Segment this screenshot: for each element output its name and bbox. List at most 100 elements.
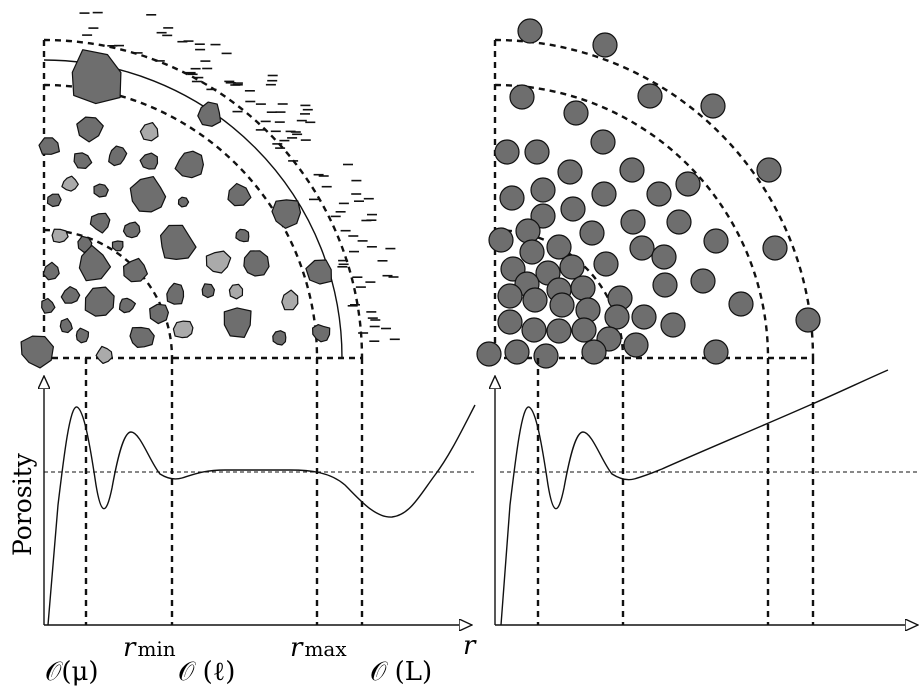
- sphere-particle: [592, 32, 618, 58]
- sphere-particle: [652, 272, 678, 298]
- rock-particle: [139, 121, 159, 142]
- rock-particle: [177, 196, 190, 208]
- rock-particle: [20, 335, 55, 369]
- sphere-particle: [497, 283, 523, 309]
- rock-particle: [75, 327, 90, 344]
- sphere-particle: [521, 317, 547, 343]
- sphere-particle: [604, 304, 630, 330]
- sphere-particle: [530, 177, 556, 203]
- sphere-particle: [546, 318, 572, 344]
- rock-particle: [60, 286, 81, 304]
- rock-particle: [84, 286, 115, 317]
- rock-particle: [129, 176, 167, 213]
- rock-particle: [227, 182, 252, 207]
- sphere-particle: [756, 157, 782, 183]
- x-axis-label: r: [463, 631, 477, 661]
- sphere-particle: [660, 312, 686, 338]
- rock-particle: [139, 152, 159, 170]
- sphere-particle: [559, 254, 585, 280]
- sphere-particle: [590, 129, 616, 155]
- rock-particle: [197, 101, 222, 127]
- rock-particle: [89, 212, 111, 234]
- rock-particle: [118, 297, 136, 314]
- sphere-particle: [488, 227, 514, 253]
- left-porosity-curve: [47, 404, 476, 626]
- arc-rmax: [43, 83, 319, 359]
- right-porosity-curve: [500, 369, 889, 626]
- y-axis-label: Porosity: [8, 452, 37, 556]
- sphere-particle: [530, 203, 556, 229]
- sphere-particle: [666, 209, 692, 235]
- sphere-particle: [579, 220, 605, 246]
- sphere-particle: [499, 185, 525, 211]
- rock-particle: [305, 259, 332, 285]
- left-drop-lines: [84, 358, 364, 625]
- rock-particle: [41, 297, 56, 314]
- rock-particle: [149, 303, 169, 325]
- sphere-particle: [675, 171, 701, 197]
- sphere-particle: [571, 317, 597, 343]
- rock-particle: [205, 250, 232, 274]
- rock-particle: [166, 282, 185, 305]
- sphere-particle: [651, 244, 677, 270]
- sphere-particle: [728, 291, 754, 317]
- sphere-particle: [700, 93, 726, 119]
- rock-particle: [59, 317, 73, 334]
- tick-label-mu: 𝒪(μ): [45, 657, 99, 687]
- sphere-particle: [570, 275, 596, 301]
- arc-mid-right: [494, 83, 770, 359]
- sphere-particle: [619, 157, 645, 183]
- sphere-particle: [795, 307, 821, 333]
- rock-particle: [76, 116, 104, 143]
- rock-particle: [93, 183, 109, 198]
- rock-particle: [51, 228, 69, 243]
- spherical-particles: [476, 18, 821, 369]
- sphere-particle: [581, 339, 607, 365]
- rock-particle: [271, 199, 302, 229]
- rock-particle: [46, 193, 62, 208]
- sphere-particle: [494, 139, 520, 165]
- rock-particle: [312, 324, 331, 343]
- rock-particle: [160, 224, 197, 260]
- sphere-particle: [546, 234, 572, 260]
- sphere-particle: [497, 309, 523, 335]
- rock-particle: [108, 145, 128, 167]
- sphere-particle: [549, 292, 575, 318]
- right-drop-lines: [536, 358, 815, 625]
- left-panel: [20, 11, 476, 626]
- sphere-particle: [560, 196, 586, 222]
- tick-label-rmin: r min: [123, 633, 176, 663]
- rock-particle: [42, 261, 60, 281]
- sphere-particle: [646, 181, 672, 207]
- rock-particle: [243, 250, 270, 277]
- sphere-particle: [631, 304, 657, 330]
- rock-particle: [129, 326, 155, 348]
- rock-particle: [228, 283, 244, 300]
- rock-particle: [95, 345, 113, 364]
- rock-particle: [235, 228, 250, 243]
- sphere-particle: [637, 83, 663, 109]
- sphere-particle: [476, 341, 502, 367]
- sphere-particle: [563, 100, 589, 126]
- sphere-particle: [629, 235, 655, 261]
- rock-particle: [122, 221, 141, 239]
- sphere-particle: [703, 339, 729, 365]
- rock-particle: [201, 283, 215, 299]
- sphere-particle: [524, 139, 550, 165]
- sphere-particle: [623, 332, 649, 358]
- tick-label-L: 𝒪 (L): [370, 657, 432, 687]
- rock-particle: [223, 307, 252, 338]
- rock-particle: [38, 137, 61, 155]
- rock-particle: [172, 320, 194, 339]
- rock-particle: [272, 330, 287, 346]
- sphere-particle: [504, 339, 530, 365]
- sphere-particle: [762, 235, 788, 261]
- rock-particle: [61, 175, 79, 192]
- rock-particle: [71, 49, 122, 105]
- sphere-particle: [557, 159, 583, 185]
- sphere-particle: [690, 268, 716, 294]
- sphere-particle: [620, 209, 646, 235]
- sphere-particle: [593, 251, 619, 277]
- right-panel: [476, 18, 920, 626]
